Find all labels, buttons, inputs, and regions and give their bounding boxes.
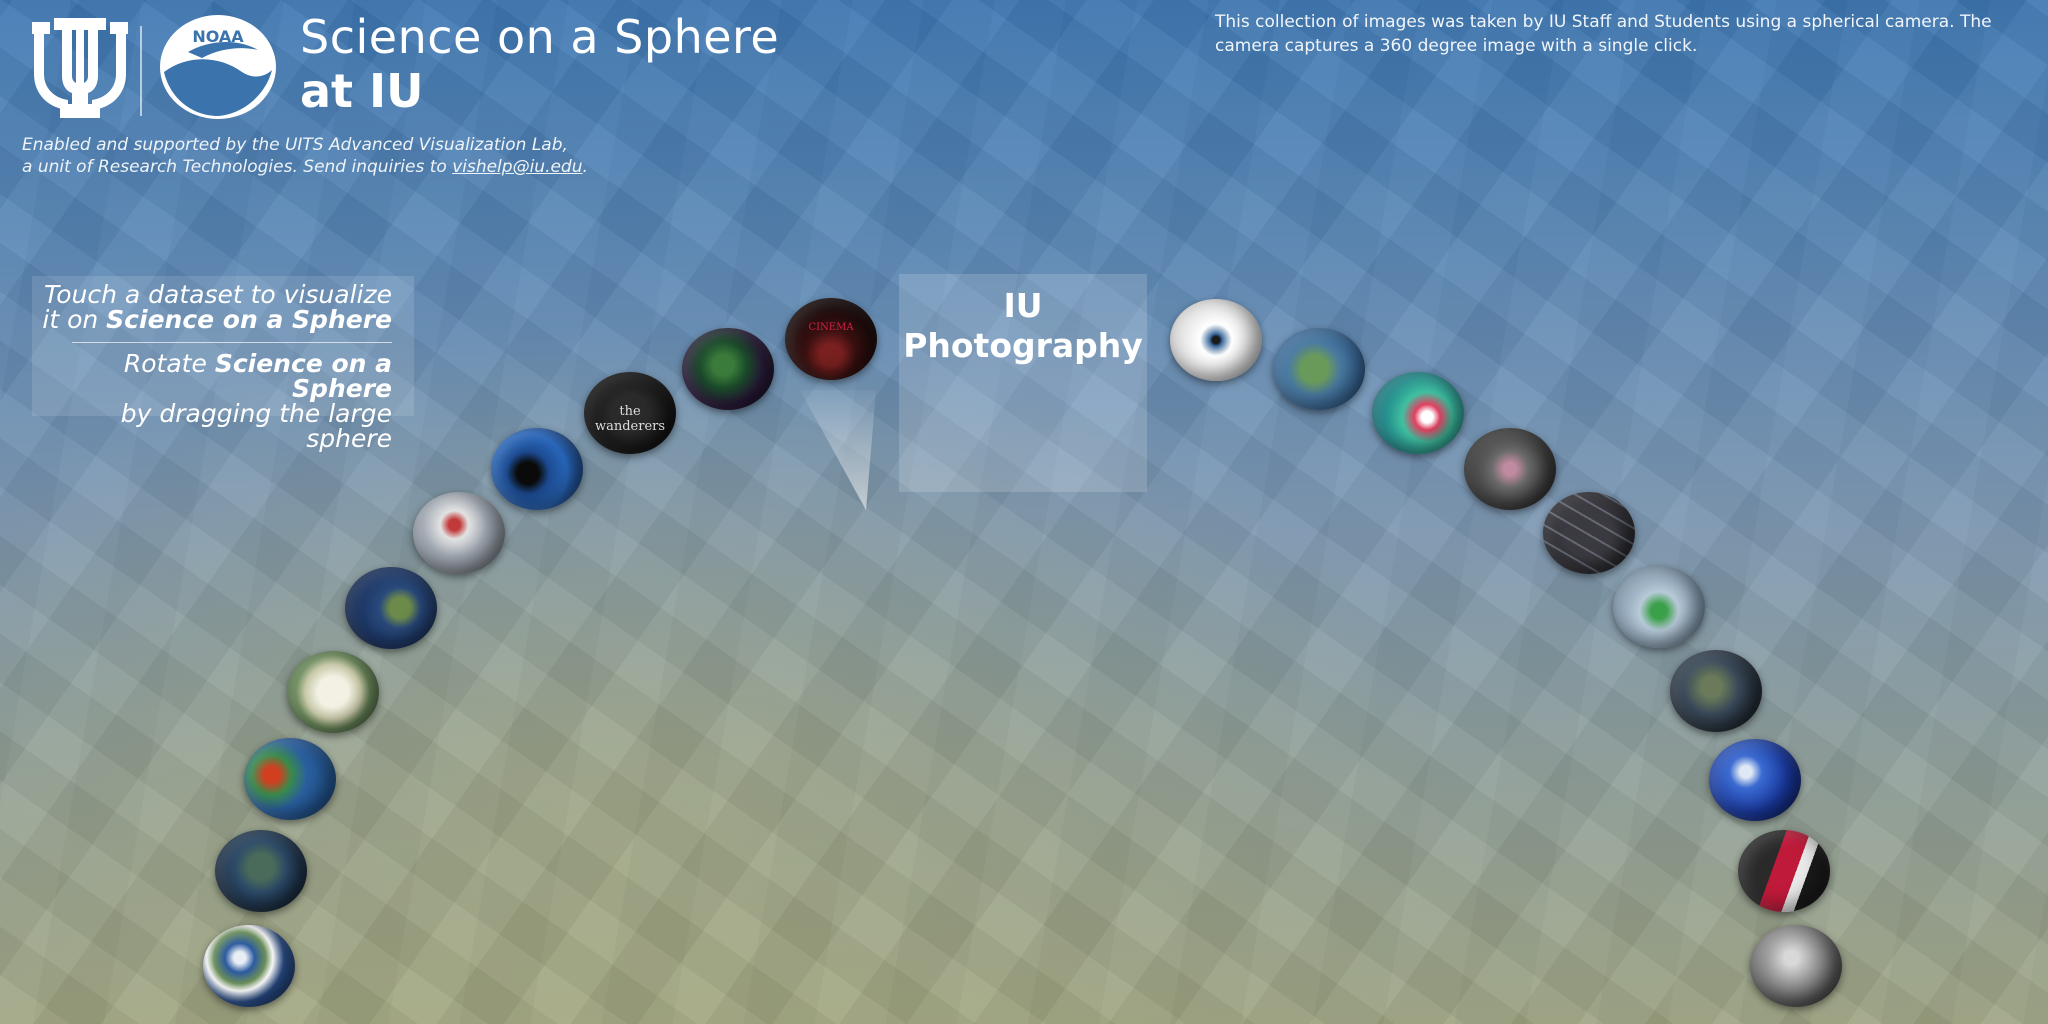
instructions-panel: Touch a dataset to visualize it on Scien…: [32, 276, 414, 451]
noaa-logo-text: NOAA: [192, 27, 244, 46]
instruction-rotate-line-2: by dragging the large sphere: [120, 399, 392, 453]
grid-globe-icon[interactable]: [1543, 492, 1635, 574]
logo-divider: [140, 26, 142, 116]
credit-line-2-suffix: .: [582, 157, 588, 177]
category-title-line-1: IU: [1003, 286, 1043, 325]
the-wanderers-label: the wanderers: [594, 404, 666, 434]
photo-collage-globe-icon[interactable]: [1738, 830, 1830, 912]
aurora-globe-icon[interactable]: [682, 328, 774, 410]
eye-globe-icon[interactable]: [1170, 299, 1262, 381]
collection-description: This collection of images was taken by I…: [1215, 12, 1992, 56]
earth-night-globe-icon[interactable]: [215, 830, 307, 912]
iu-trident-logo: [32, 18, 128, 118]
flight-paths-globe-icon[interactable]: [1464, 428, 1556, 510]
category-pointer: [800, 390, 876, 510]
instruction-touch-line-2: it on Science on a Sphere: [32, 307, 392, 332]
instruction-rotate-line-1: Rotate Science on a Sphere: [32, 351, 392, 401]
earth-clouds-globe-icon[interactable]: [203, 925, 295, 1007]
credit-line-1: Enabled and supported by the UITS Advanc…: [22, 135, 568, 155]
arctic-temperature-globe-icon[interactable]: [413, 492, 505, 574]
hurricane-globe-icon[interactable]: [1372, 372, 1464, 454]
credit-line-2: a unit of Research Technologies. Send in…: [22, 156, 588, 178]
the-wanderers-globe-icon[interactable]: the wanderers: [584, 372, 676, 454]
pangaea-globe-icon[interactable]: [1273, 328, 1365, 410]
weather-map-globe-icon[interactable]: [244, 738, 336, 820]
app-title: Science on a Sphere: [300, 10, 780, 64]
earth-lines-globe-icon[interactable]: [1670, 650, 1762, 732]
app-title-location: at IU: [300, 64, 424, 118]
cinema-label: CINEMA: [808, 322, 854, 333]
cinema-theater-globe-icon[interactable]: CINEMA: [785, 298, 877, 380]
contact-email-link[interactable]: vishelp@iu.edu: [452, 157, 583, 177]
category-title-line-2: Photography: [903, 326, 1143, 365]
ice-sheet-globe-icon[interactable]: [1613, 566, 1705, 648]
blue-marble-globe-icon[interactable]: [1709, 739, 1801, 821]
earth-day-globe-icon[interactable]: [345, 567, 437, 649]
instruction-rotate-prefix: Rotate: [123, 349, 207, 378]
instruction-touch-line-1: Touch a dataset to visualize: [44, 280, 392, 309]
noaa-logo: NOAA: [160, 15, 276, 119]
instruction-touch-emphasis: Science on a Sphere: [106, 305, 392, 334]
category-panel-iu-photography[interactable]: IU Photography: [899, 274, 1147, 492]
credit-line-2-prefix: a unit of Research Technologies. Send in…: [22, 157, 447, 177]
instructions-divider: [72, 342, 392, 343]
credit-text: Enabled and supported by the UITS Advanc…: [22, 134, 588, 178]
moon-globe-icon[interactable]: [1750, 925, 1842, 1007]
instruction-rotate-emphasis: Science on a Sphere: [214, 349, 392, 403]
instruction-touch-prefix: it on: [42, 305, 99, 334]
ancient-earth-globe-icon[interactable]: [287, 651, 379, 733]
ocean-bathymetry-globe-icon[interactable]: [491, 428, 583, 510]
